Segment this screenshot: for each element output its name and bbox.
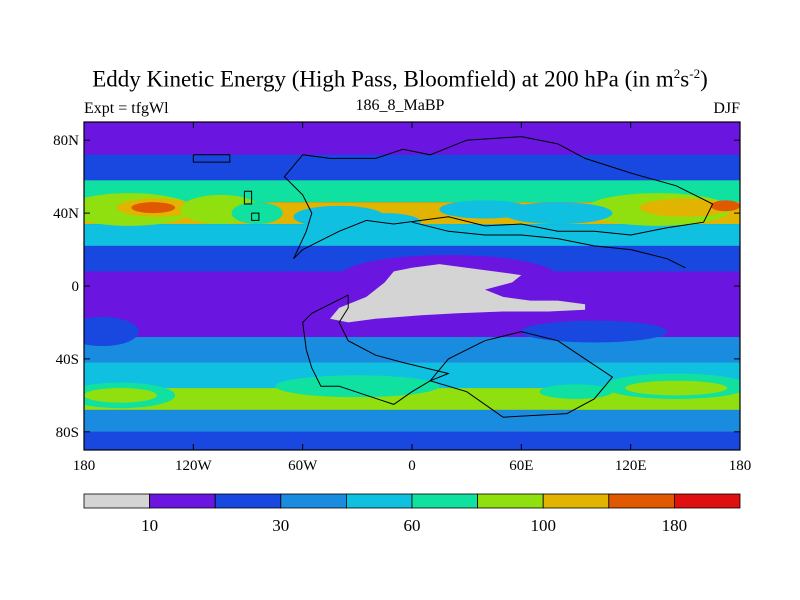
colorbar: 10 30 60 100 180 (83, 493, 741, 535)
x-tick-label: 180 (73, 458, 96, 474)
colorbar-swatch (83, 493, 150, 509)
coastline (283, 136, 714, 260)
coastline (429, 331, 614, 418)
field-feature (439, 200, 531, 219)
colorbar-label: 60 (404, 516, 421, 535)
run-label: 186_8_MaBP (355, 97, 445, 114)
colorbar-swatch (280, 493, 347, 509)
coastline (251, 212, 260, 221)
field-feature (84, 316, 139, 347)
x-tick-label: 0 (408, 458, 416, 474)
coastline (192, 154, 231, 163)
colorbar-swatch (477, 493, 544, 509)
coastline (302, 294, 451, 405)
field-band (84, 337, 740, 363)
coastline (243, 190, 253, 205)
low-eke-region (330, 264, 586, 323)
field-feature (275, 375, 440, 398)
x-tick-label: 60E (509, 458, 533, 474)
field-band (84, 431, 740, 450)
x-tick-label: 120W (175, 458, 213, 474)
colorbar-label: 30 (272, 516, 289, 535)
y-tick-label: 80N (53, 133, 79, 149)
field-feature (539, 384, 613, 399)
field-feature (348, 213, 422, 232)
y-tick-label: 0 (72, 279, 80, 295)
colorbar-swatch (214, 493, 282, 509)
field-feature (521, 320, 668, 343)
colorbar-swatch (674, 493, 741, 509)
experiment-label: Expt = tfgWl (84, 100, 169, 117)
field-feature (625, 380, 728, 396)
colorbar-label: 180 (662, 516, 688, 535)
colorbar-swatch (411, 493, 478, 509)
colorbar-label: 10 (141, 516, 158, 535)
x-axis: 180 120W 60W 0 60E 120E 180 (73, 122, 752, 474)
coastline (411, 221, 686, 269)
contour-field (84, 122, 740, 450)
x-tick-label: 180 (729, 458, 752, 474)
colorbar-label: 100 (530, 516, 556, 535)
x-tick-label: 60W (288, 458, 318, 474)
field-feature (131, 202, 176, 214)
y-tick-label: 40S (56, 352, 79, 368)
field-feature (84, 388, 157, 403)
colorbar-swatch (345, 493, 413, 509)
field-band (84, 180, 740, 203)
chart-title: Eddy Kinetic Energy (High Pass, Bloomfie… (92, 66, 708, 92)
field-feature (710, 200, 740, 212)
field-band (84, 409, 740, 432)
colorbar-swatch (149, 493, 216, 509)
field-feature (503, 202, 613, 225)
season-label: DJF (713, 100, 740, 117)
colorbar-swatch (542, 493, 610, 509)
y-tick-label: 40N (53, 206, 79, 222)
y-tick-label: 80S (56, 425, 79, 441)
field-band (84, 224, 740, 246)
y-axis: 80N 40N 0 40S 80S (53, 133, 740, 441)
x-tick-label: 120E (615, 458, 647, 474)
continent-outline (192, 136, 714, 418)
colorbar-swatch (608, 493, 675, 509)
